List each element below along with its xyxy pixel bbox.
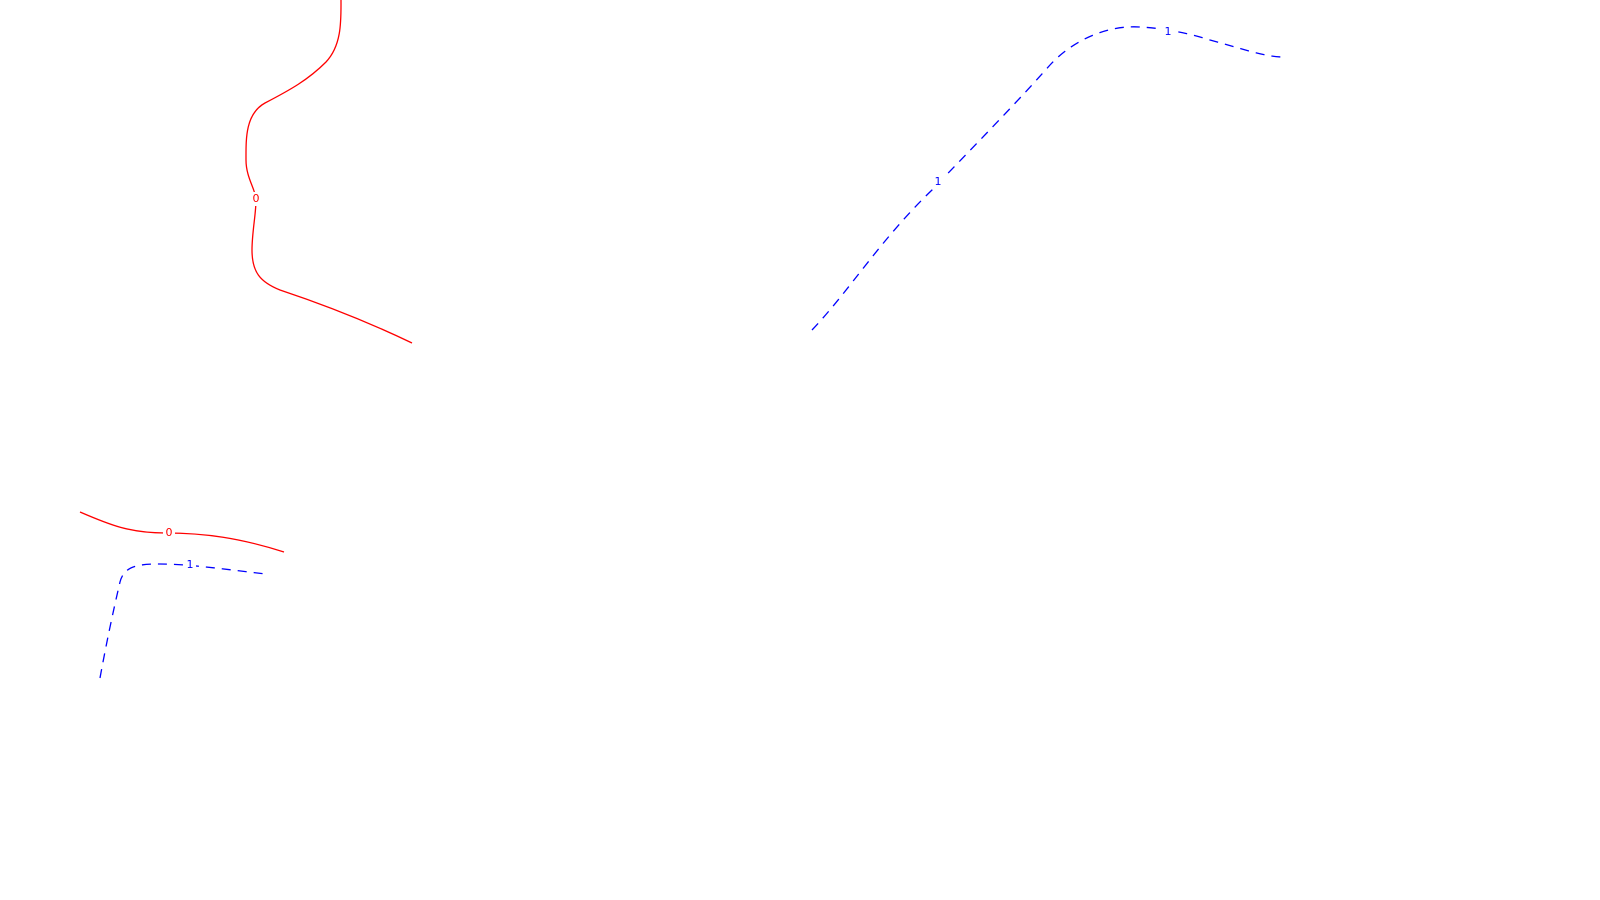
label-mask bbox=[1162, 25, 1174, 39]
contour-label-neg1-west: 1 bbox=[187, 558, 194, 571]
contour-line-neg1-west bbox=[99, 563, 267, 679]
label-mask bbox=[184, 558, 196, 572]
contour-label-neg1-east-mid: 1 bbox=[935, 175, 942, 188]
contour-line-neg1-east bbox=[811, 26, 1284, 331]
contour-label-0-north: 0 bbox=[253, 192, 260, 205]
contour-label-neg1-east-top: 1 bbox=[1165, 25, 1172, 38]
label-mask bbox=[163, 527, 175, 539]
label-mask bbox=[250, 192, 260, 206]
contour-label-0-west: 0 bbox=[166, 526, 173, 539]
contour-line-0-north bbox=[245, 0, 413, 344]
label-mask bbox=[932, 175, 944, 189]
contour-line-0-west bbox=[79, 511, 285, 553]
